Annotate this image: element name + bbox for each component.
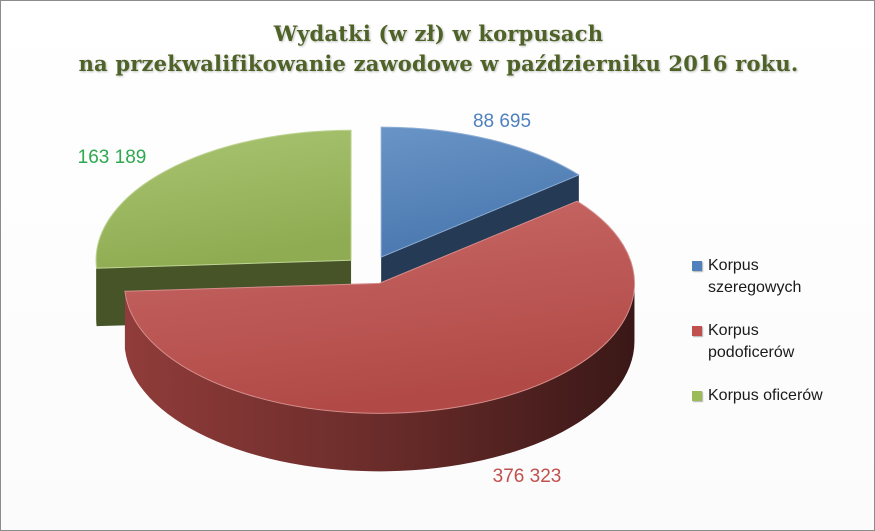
legend-label: Korpus oficerów: [708, 387, 823, 404]
slice-side: [124, 283, 635, 472]
chart-title-line-1: Wydatki (w zł) w korpusach: [273, 21, 604, 46]
legend-item-podoficerow: Korpus podoficerów: [692, 320, 862, 364]
legend-label: Korpus: [708, 322, 759, 339]
legend-item-oficerow: Korpus oficerów: [692, 385, 862, 407]
legend-swatch-green: [692, 391, 702, 401]
legend-swatch-blue: [692, 261, 702, 271]
data-label: 376 323: [493, 466, 562, 487]
chart-title-line-2: na przekwalifikowanie zawodowe w paździe…: [78, 51, 799, 76]
legend-label-line-2: podoficerów: [708, 344, 795, 361]
legend-label-line-2: szeregowych: [708, 279, 802, 296]
pie-slice-2: [95, 129, 352, 269]
pie-slice-1: [124, 200, 635, 414]
pie-slice-0: [380, 126, 580, 258]
legend-swatch-red: [692, 326, 702, 336]
data-label: 163 189: [78, 147, 147, 168]
legend-label: Korpus: [708, 257, 759, 274]
data-label: 88 695: [473, 111, 531, 132]
legend-item-szeregowych: Korpus szeregowych: [692, 255, 862, 299]
legend: Korpus szeregowych Korpus podoficerów Ko…: [692, 255, 862, 428]
chart-title: Wydatki (w zł) w korpusach na przekwalif…: [1, 19, 875, 79]
